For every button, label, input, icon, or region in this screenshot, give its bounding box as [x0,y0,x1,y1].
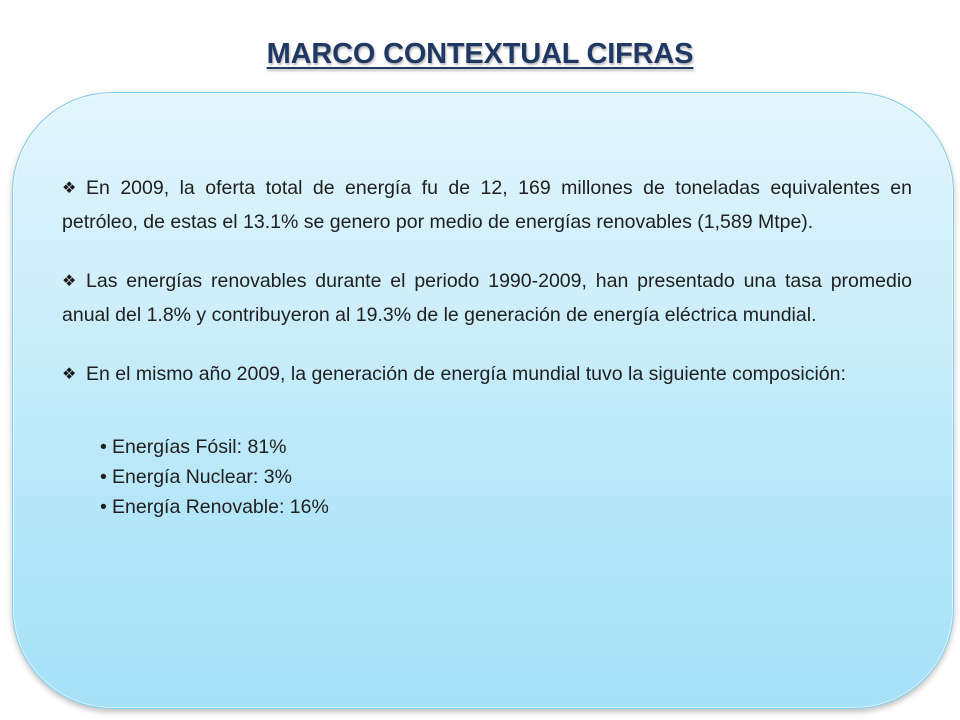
dot-bullet-icon: • [100,496,107,518]
dot-bullet-icon: • [100,436,107,458]
content-body: ❖ En 2009, la oferta total de energía fu … [62,172,912,522]
content-panel [12,92,954,709]
list-item-text: Energías Fósil: 81% [112,436,287,458]
list-item: • Energía Nuclear: 3% [100,462,912,492]
paragraph-2: ❖ Las energías renovables durante el peri… [62,265,912,332]
dot-bullet-icon: • [100,466,107,488]
list-item-text: Energía Renovable: 16% [112,496,329,518]
list-item: • Energías Fósil: 81% [100,432,912,462]
paragraph-text: En el mismo año 2009, la generación de e… [86,363,846,385]
diamond-bullet-icon: ❖ [62,273,77,290]
diamond-bullet-icon: ❖ [62,180,77,197]
composition-list: • Energías Fósil: 81% • Energía Nuclear: 3… [62,432,912,522]
diamond-bullet-icon: ❖ [62,366,77,383]
slide-title: MARCO CONTEXTUAL CIFRAS [266,38,694,70]
paragraph-1: ❖ En 2009, la oferta total de energía fu … [62,172,912,239]
paragraph-3: ❖ En el mismo año 2009, la generación de … [62,358,912,392]
paragraph-text: En 2009, la oferta total de energía fu d… [62,177,912,233]
list-item: • Energía Renovable: 16% [100,492,912,522]
list-item-text: Energía Nuclear: 3% [112,466,292,488]
paragraph-text: Las energías renovables durante el perio… [62,270,912,326]
